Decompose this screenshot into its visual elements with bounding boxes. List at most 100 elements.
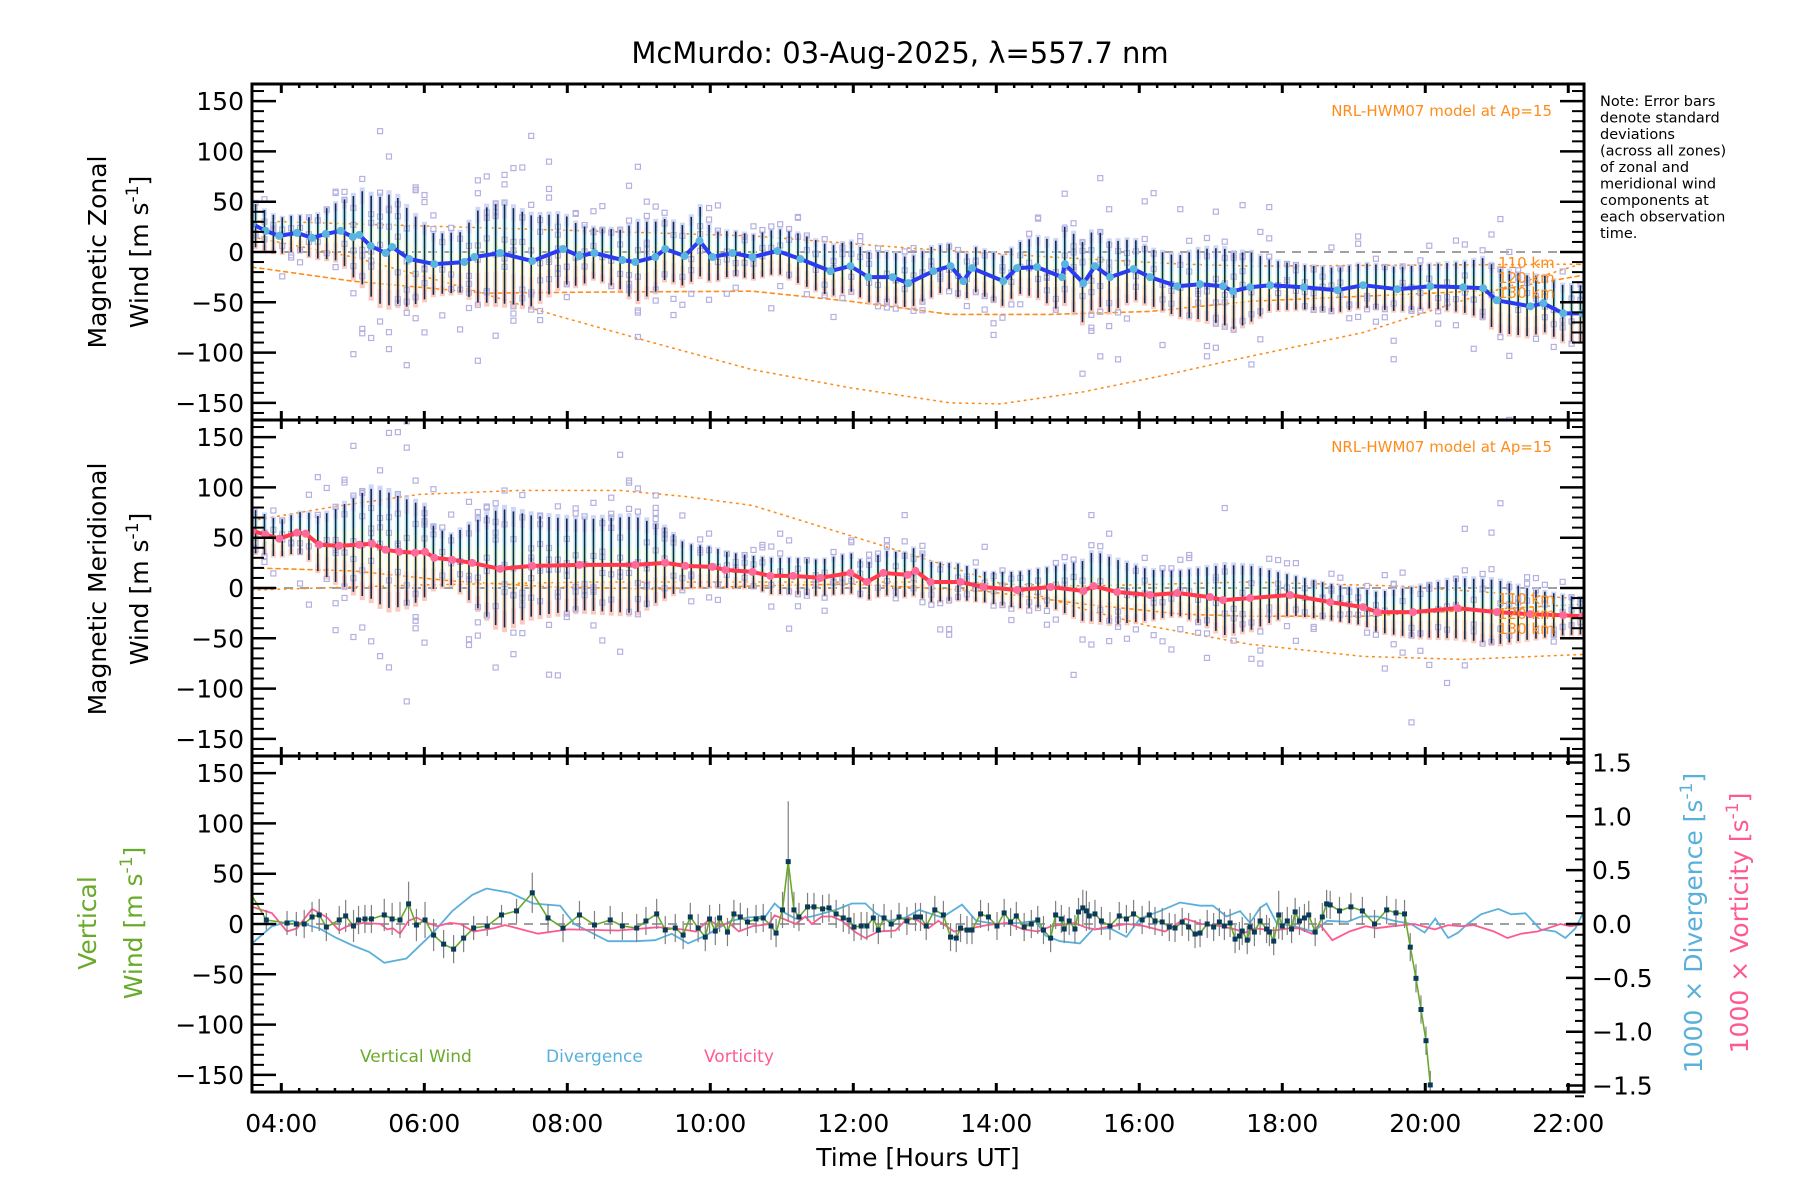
vorticity-label-close: ] xyxy=(1725,793,1754,803)
x-axis-label: Time [Hours UT] xyxy=(815,1143,1019,1172)
vertical-y-label-line1: Vertical xyxy=(73,876,102,970)
zone-point xyxy=(1283,560,1291,567)
zone-point xyxy=(839,295,846,302)
vertical-wind-marker xyxy=(717,915,723,921)
vertical-wind-marker xyxy=(607,917,613,923)
zone-point xyxy=(1363,629,1371,636)
zone-point xyxy=(403,444,410,451)
y-tick-label: 50 xyxy=(212,524,244,553)
vertical-wind-marker xyxy=(1159,919,1165,925)
meridional-y-label-line2: Wind [m s-1] xyxy=(123,513,154,666)
y-tick-label: 0 xyxy=(228,574,244,603)
zone-point xyxy=(625,217,633,224)
mean-wind-marker xyxy=(864,273,873,282)
mean-wind-marker xyxy=(1246,594,1255,603)
vertical-wind-marker xyxy=(643,918,649,924)
zone-point xyxy=(1372,255,1380,262)
zone-point xyxy=(714,202,722,209)
zone-point xyxy=(1292,637,1299,644)
mean-wind-marker xyxy=(999,277,1008,286)
zone-point xyxy=(1461,241,1468,248)
vertical-wind-marker xyxy=(1061,926,1067,932)
model-altitude-label: 110 km xyxy=(1498,590,1555,608)
zone-point xyxy=(608,494,615,501)
zone-point xyxy=(768,305,775,312)
zone-point xyxy=(1532,574,1540,582)
right-tick-label: 0.5 xyxy=(1592,856,1632,885)
zone-point xyxy=(474,177,481,184)
vertical-wind-marker xyxy=(1166,924,1172,930)
vertical-wind-marker xyxy=(994,923,1000,929)
mean-wind-marker xyxy=(926,577,935,586)
mean-wind-marker xyxy=(308,233,317,242)
zone-point xyxy=(1008,616,1015,624)
zone-point xyxy=(448,511,455,518)
zone-point xyxy=(652,492,659,499)
y-tick-label: −100 xyxy=(175,1011,244,1040)
zone-point xyxy=(465,636,473,643)
vertical-wind-marker xyxy=(805,904,811,910)
zone-point xyxy=(1248,655,1255,662)
vertical-wind-marker xyxy=(851,924,857,930)
zone-point xyxy=(705,594,713,601)
vertical-wind-marker xyxy=(948,934,954,940)
zone-point xyxy=(1355,240,1362,247)
zone-point xyxy=(412,477,419,484)
vertical-wind-marker xyxy=(1053,912,1059,918)
vertical-wind-marker xyxy=(702,934,708,940)
mean-wind-marker xyxy=(1286,591,1295,600)
zone-point xyxy=(1488,566,1495,573)
mean-wind-marker xyxy=(862,577,871,586)
vertical-wind-marker xyxy=(888,921,894,927)
zone-point xyxy=(1470,345,1477,352)
zone-point xyxy=(403,698,410,705)
vertical-wind-marker xyxy=(1139,917,1145,923)
vorticity-axis-label-text: 1000 × Vorticity [s-1] xyxy=(1723,793,1754,1054)
y-tick-label: −50 xyxy=(191,288,244,317)
mean-wind-marker xyxy=(1359,603,1368,612)
zone-point xyxy=(545,185,553,193)
mean-wind-marker xyxy=(1409,608,1418,617)
zone-point xyxy=(1106,530,1113,537)
zone-point xyxy=(1390,337,1397,344)
zone-point xyxy=(296,580,304,587)
zone-point xyxy=(483,504,490,511)
zone-point xyxy=(688,598,695,605)
vertical-wind-marker xyxy=(1192,931,1198,937)
vertical-wind-marker xyxy=(881,915,887,921)
zone-point xyxy=(1390,581,1397,588)
zone-point xyxy=(1097,543,1104,550)
vertical-wind-marker xyxy=(731,911,737,917)
vertical-wind-marker xyxy=(1279,923,1285,929)
zone-point xyxy=(599,203,606,210)
x-tick-label: 06:00 xyxy=(388,1109,460,1138)
zone-point xyxy=(590,622,597,629)
vertical-wind-marker xyxy=(1402,911,1408,917)
zone-point xyxy=(857,238,864,245)
vertical-wind-marker xyxy=(985,914,991,920)
zone-point xyxy=(1079,370,1086,377)
zone-point xyxy=(848,539,855,546)
y-tick-label: 0 xyxy=(228,238,244,267)
y-tick-label: 150 xyxy=(196,87,244,116)
zone-point xyxy=(1008,301,1015,308)
vertical-wind-marker xyxy=(1186,924,1192,930)
zone-point xyxy=(483,173,490,180)
zone-point xyxy=(510,165,517,172)
vertical-wind-marker xyxy=(1306,912,1312,918)
mean-wind-marker xyxy=(1333,286,1342,295)
vertical-wind-marker xyxy=(397,917,403,923)
x-tick-label: 08:00 xyxy=(531,1109,603,1138)
note-line: meridional wind xyxy=(1600,177,1716,193)
zone-point xyxy=(474,619,481,626)
zone-point xyxy=(1399,649,1406,656)
zone-point xyxy=(412,625,419,632)
mean-wind-marker xyxy=(1559,611,1568,620)
vertical-wind-marker xyxy=(785,859,791,865)
zone-point xyxy=(288,254,295,261)
zone-point xyxy=(341,479,348,486)
vertical-y-label-units: Wind [m s-1] xyxy=(117,847,148,1000)
mean-wind-marker xyxy=(590,249,599,258)
x-tick-label: 22:00 xyxy=(1532,1109,1604,1138)
vertical-wind-marker xyxy=(1197,930,1203,936)
